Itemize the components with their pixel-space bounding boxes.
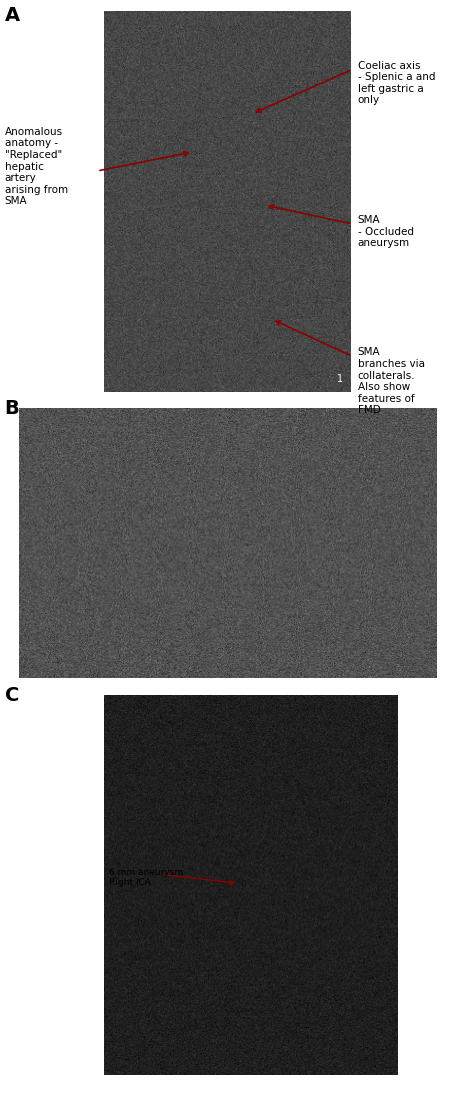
Text: SMA
branches via
collaterals.
Also show
features of
FMD: SMA branches via collaterals. Also show … <box>358 347 425 416</box>
Text: Coeliac axis
- Splenic a and
left gastric a
only: Coeliac axis - Splenic a and left gastri… <box>358 61 436 106</box>
Text: B: B <box>5 399 19 418</box>
Text: SMA
- Occluded
aneurysm: SMA - Occluded aneurysm <box>358 215 414 248</box>
Text: C: C <box>5 686 19 705</box>
Text: A: A <box>5 6 20 24</box>
Text: 6 mm aneurysm
Right ICA: 6 mm aneurysm Right ICA <box>109 868 183 888</box>
Text: Anomalous
anatomy -
"Replaced"
hepatic
artery
arising from
SMA: Anomalous anatomy - "Replaced" hepatic a… <box>5 127 68 206</box>
Text: 1: 1 <box>337 374 343 384</box>
